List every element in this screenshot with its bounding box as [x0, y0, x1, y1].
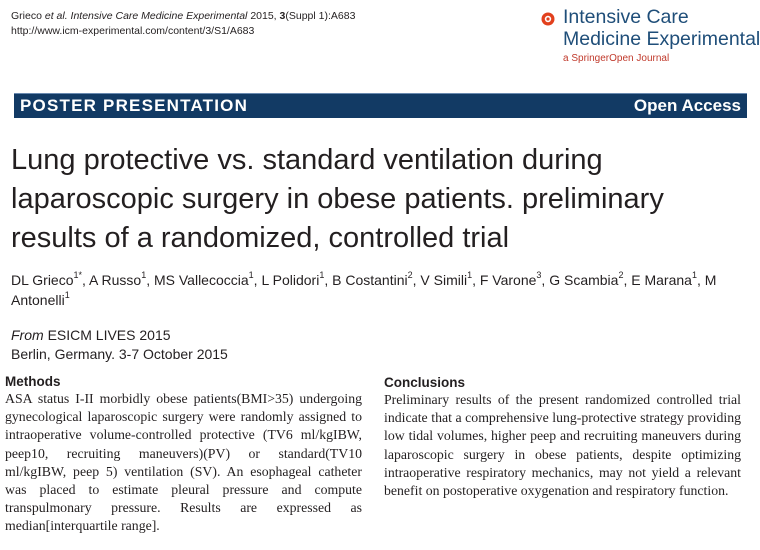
author-name: A Russo — [89, 272, 142, 288]
citation-line: Grieco et al. Intensive Care Medicine Ex… — [11, 9, 355, 24]
author-affiliation: 1 — [691, 270, 697, 281]
author: G Scambia2 — [549, 270, 624, 288]
author-affiliation: 2 — [407, 270, 413, 281]
author: MS Vallecoccia1 — [153, 270, 254, 288]
author-affiliation: 1* — [73, 270, 83, 281]
author: V Simili1 — [420, 270, 473, 288]
source-event-line: From ESICM LIVES 2015 — [11, 326, 228, 345]
citation-authors: Grieco — [11, 10, 42, 22]
conclusions-section: Conclusions Preliminary results of the p… — [384, 375, 741, 500]
author-affiliation: 1 — [319, 270, 325, 281]
author-list: DL Grieco1*, A Russo1, MS Vallecoccia1, … — [11, 270, 717, 308]
author-affiliation: 1 — [141, 270, 147, 281]
conclusions-text: Preliminary results of the present rando… — [384, 392, 741, 499]
author-name: G Scambia — [549, 272, 619, 288]
author: M Antonelli1 — [11, 272, 716, 308]
author-name: B Costantini — [332, 272, 408, 288]
author-name: MS Vallecoccia — [153, 272, 249, 288]
methods-text: ASA status I-II morbidly obese patients(… — [5, 391, 362, 534]
citation-supplement: (Suppl 1):A683 — [285, 10, 356, 22]
springer-logo-icon — [541, 12, 555, 26]
author-affiliation: 1 — [64, 290, 70, 301]
source-info: From ESICM LIVES 2015 Berlin, Germany. 3… — [11, 326, 228, 364]
citation-year: 2015, — [250, 10, 277, 22]
author-name: F Varone — [479, 272, 537, 288]
author-name: V Simili — [420, 272, 468, 288]
author: E Marana1 — [631, 270, 697, 288]
journal-name-line1: Intensive Care — [563, 6, 689, 28]
author-affiliation: 3 — [536, 270, 542, 281]
citation-url[interactable]: http://www.icm-experimental.com/content/… — [11, 25, 255, 37]
methods-section: Methods ASA status I-II morbidly obese p… — [5, 374, 362, 536]
conclusions-heading: Conclusions — [384, 375, 466, 390]
citation-etal: et al. — [44, 10, 68, 22]
author: F Varone3 — [479, 270, 542, 288]
author-name: M Antonelli — [11, 272, 717, 308]
author-name: E Marana — [631, 272, 692, 288]
author: DL Grieco1* — [11, 270, 83, 288]
source-event: ESICM LIVES 2015 — [47, 327, 171, 343]
author-affiliation: 2 — [618, 270, 624, 281]
author-affiliation: 1 — [467, 270, 473, 281]
author: L Polidori1 — [261, 270, 325, 288]
open-access-label: Open Access — [633, 96, 741, 115]
author-affiliation: 1 — [248, 270, 254, 281]
journal-name-line2: Medicine Experimental — [563, 28, 760, 50]
article-title: Lung protective vs. standard ventilation… — [11, 144, 664, 254]
author: B Costantini2 — [332, 270, 413, 288]
methods-heading: Methods — [5, 374, 61, 389]
author-name: DL Grieco — [11, 272, 74, 288]
journal-subtitle: a SpringerOpen Journal — [563, 53, 670, 64]
section-label: POSTER PRESENTATION — [20, 96, 249, 115]
source-from: From — [11, 327, 44, 343]
author-name: L Polidori — [261, 272, 320, 288]
source-location: Berlin, Germany. 3-7 October 2015 — [11, 346, 228, 362]
journal-name: Intensive Care Medicine Experimental — [563, 6, 760, 50]
section-banner: POSTER PRESENTATION Open Access — [14, 93, 747, 118]
citation-volume: 3 — [279, 10, 286, 22]
citation-header: Grieco et al. Intensive Care Medicine Ex… — [11, 9, 355, 39]
citation-journal: Intensive Care Medicine Experimental — [70, 10, 248, 22]
author: A Russo1 — [89, 270, 147, 288]
